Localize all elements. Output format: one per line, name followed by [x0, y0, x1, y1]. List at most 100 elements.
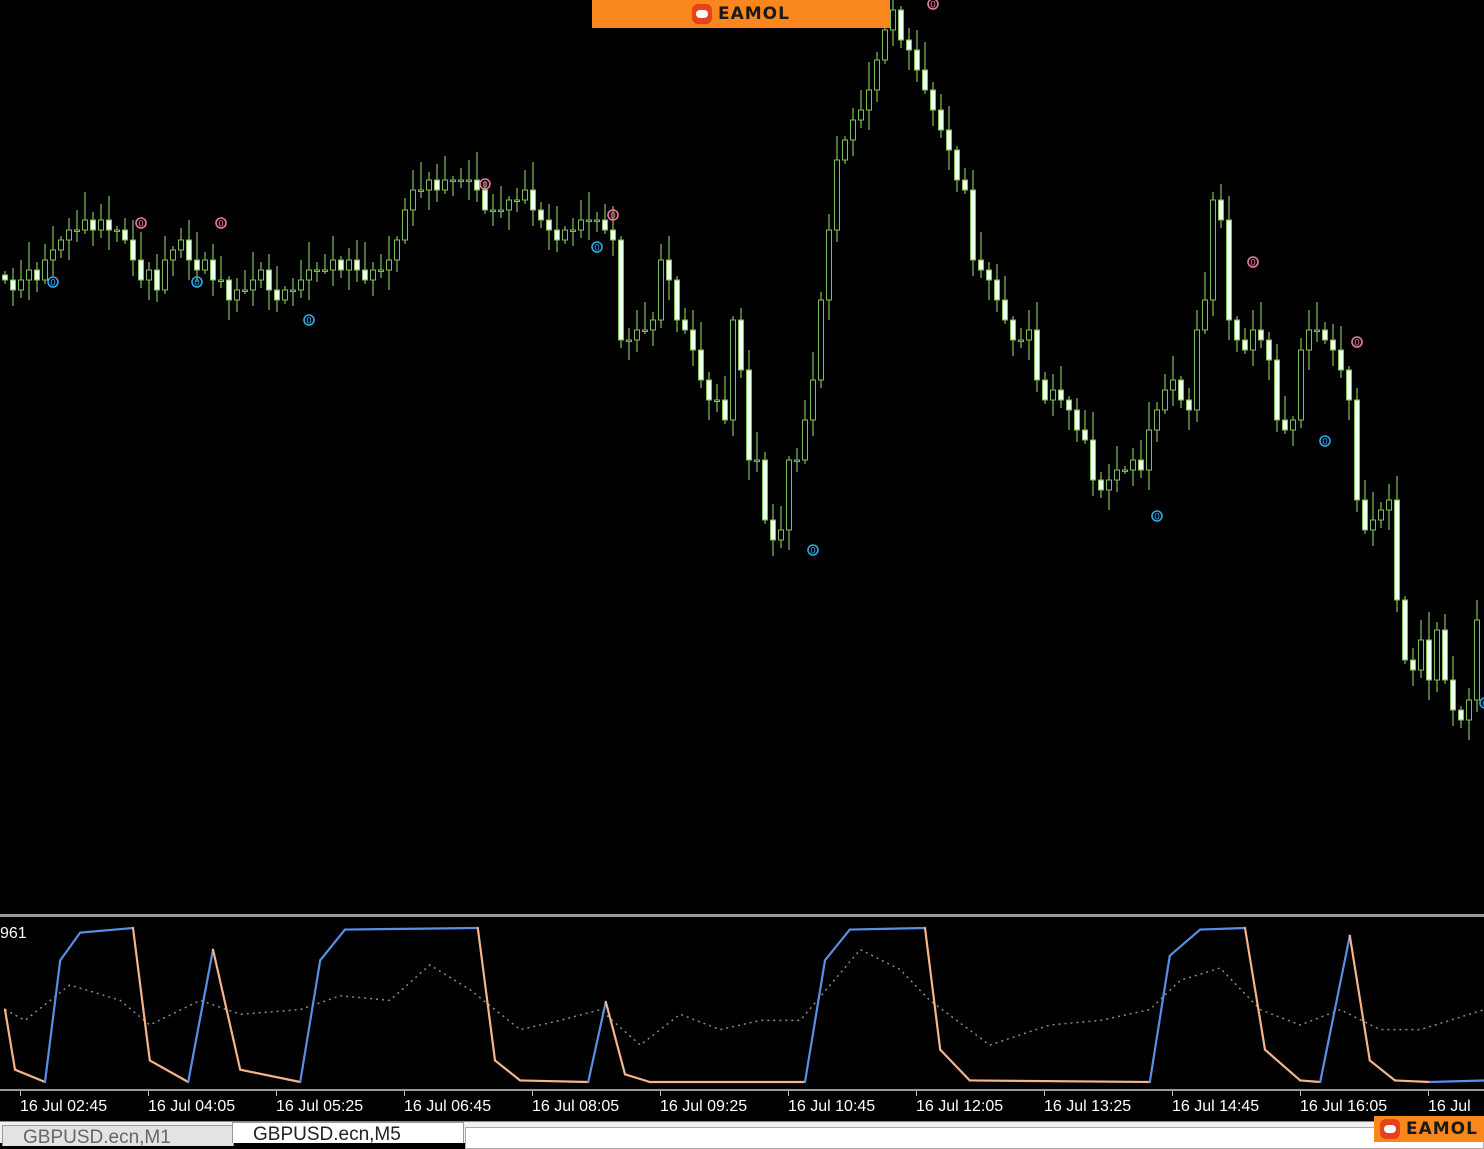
- candle: [1458, 706, 1464, 728]
- candle: [18, 260, 24, 298]
- svg-text:0: 0: [594, 244, 600, 254]
- signal-marker-low: 0: [591, 241, 603, 254]
- candle: [130, 220, 136, 276]
- candle: [1298, 338, 1304, 428]
- candle: [602, 204, 608, 234]
- candle: [1474, 600, 1480, 712]
- candle: [90, 212, 96, 246]
- main-line-segment: [148, 1059, 190, 1084]
- main-line-segment: [476, 926, 497, 1062]
- main-line-segment: [1368, 1059, 1397, 1082]
- candle: [698, 322, 704, 388]
- main-line-segment: [299, 959, 322, 1084]
- tab-gbpusd-m1[interactable]: GBPUSD.ecn,M1: [2, 1125, 234, 1146]
- candle: [1098, 472, 1104, 498]
- main-line-segment: [1428, 1079, 1484, 1084]
- price-chart[interactable]: 0 0 0 0 0 0 0 0 0 0 0 0 0 0 0: [0, 0, 1484, 915]
- time-tick: [148, 1091, 149, 1096]
- eamol-logo-top: EAMOL: [592, 0, 890, 28]
- candle: [410, 170, 416, 226]
- candle: [658, 244, 664, 328]
- candle: [642, 302, 648, 334]
- svg-text:0: 0: [1482, 700, 1484, 710]
- candle: [938, 94, 944, 138]
- candle: [858, 90, 864, 128]
- svg-text:0: 0: [1322, 438, 1328, 448]
- candle: [914, 30, 920, 82]
- candle: [1074, 398, 1080, 442]
- candle: [170, 246, 176, 276]
- main-line-segment: [343, 926, 479, 931]
- main-line-segment: [493, 1059, 522, 1082]
- time-label: 16 Jul 16:05: [1300, 1098, 1388, 1115]
- candle: [1442, 614, 1448, 684]
- candle: [1378, 502, 1384, 528]
- svg-text:0: 0: [610, 212, 616, 222]
- candle: [1018, 328, 1024, 348]
- candle: [610, 206, 616, 256]
- indicator-pane[interactable]: [0, 917, 1484, 1089]
- candle: [1434, 622, 1440, 692]
- svg-text:0: 0: [1154, 513, 1160, 523]
- candle: [1154, 402, 1160, 442]
- candle: [1146, 402, 1152, 490]
- main-line-segment: [1148, 954, 1171, 1084]
- svg-text:0: 0: [138, 220, 144, 230]
- candle: [258, 262, 264, 288]
- candle: [714, 384, 720, 412]
- candle: [746, 350, 752, 480]
- candle: [1034, 302, 1040, 392]
- candle: [1234, 316, 1240, 352]
- robot-icon: [1380, 1119, 1400, 1139]
- candle: [1066, 396, 1072, 430]
- logo-text: EAMOL: [1406, 1119, 1478, 1139]
- time-label: 16 Jul 08:05: [532, 1098, 620, 1115]
- candle: [706, 372, 712, 420]
- main-line-segment: [1393, 1079, 1431, 1084]
- main-line-segment: [519, 1079, 590, 1084]
- candle: [834, 136, 840, 242]
- candle: [586, 192, 592, 240]
- candle: [10, 268, 16, 306]
- main-line-segment: [211, 948, 242, 1071]
- time-tick: [1044, 1091, 1045, 1096]
- candle: [954, 146, 960, 192]
- signal-marker-low: 0: [47, 276, 59, 289]
- candle: [450, 176, 456, 196]
- candle: [1466, 688, 1472, 740]
- tab-gbpusd-m5[interactable]: GBPUSD.ecn,M5: [232, 1122, 464, 1143]
- candle: [1162, 374, 1168, 414]
- main-line-segment: [848, 926, 927, 931]
- candle: [402, 198, 408, 244]
- candle: [1410, 648, 1416, 686]
- candle: [306, 242, 312, 300]
- candle: [1394, 476, 1400, 612]
- pane-separator[interactable]: [0, 914, 1484, 917]
- candle: [442, 156, 448, 194]
- time-label: 16 Jul 10:45: [788, 1098, 876, 1115]
- candle: [1122, 466, 1128, 474]
- candle: [1178, 376, 1184, 408]
- candle: [802, 400, 808, 464]
- signal-marker-high: 0: [927, 0, 939, 11]
- time-label: 16 Jul 12:05: [916, 1098, 1004, 1115]
- main-line-segment: [13, 1068, 47, 1084]
- main-line-segment: [923, 926, 942, 1051]
- candle: [930, 82, 936, 126]
- candle: [1082, 410, 1088, 444]
- candle: [514, 188, 520, 212]
- signal-marker-low: 0: [1319, 435, 1331, 448]
- candle: [1322, 322, 1328, 344]
- candle: [1226, 196, 1232, 340]
- candle: [202, 252, 208, 274]
- svg-text:0: 0: [194, 279, 200, 289]
- signal-marker-high: 0: [135, 217, 147, 230]
- candle: [866, 62, 872, 130]
- candle: [1042, 372, 1048, 404]
- time-tick: [916, 1091, 917, 1096]
- signal-marker-high: 0: [1351, 336, 1363, 349]
- candle: [282, 286, 288, 304]
- candle: [922, 42, 928, 94]
- candle: [66, 218, 72, 260]
- candle: [42, 244, 48, 284]
